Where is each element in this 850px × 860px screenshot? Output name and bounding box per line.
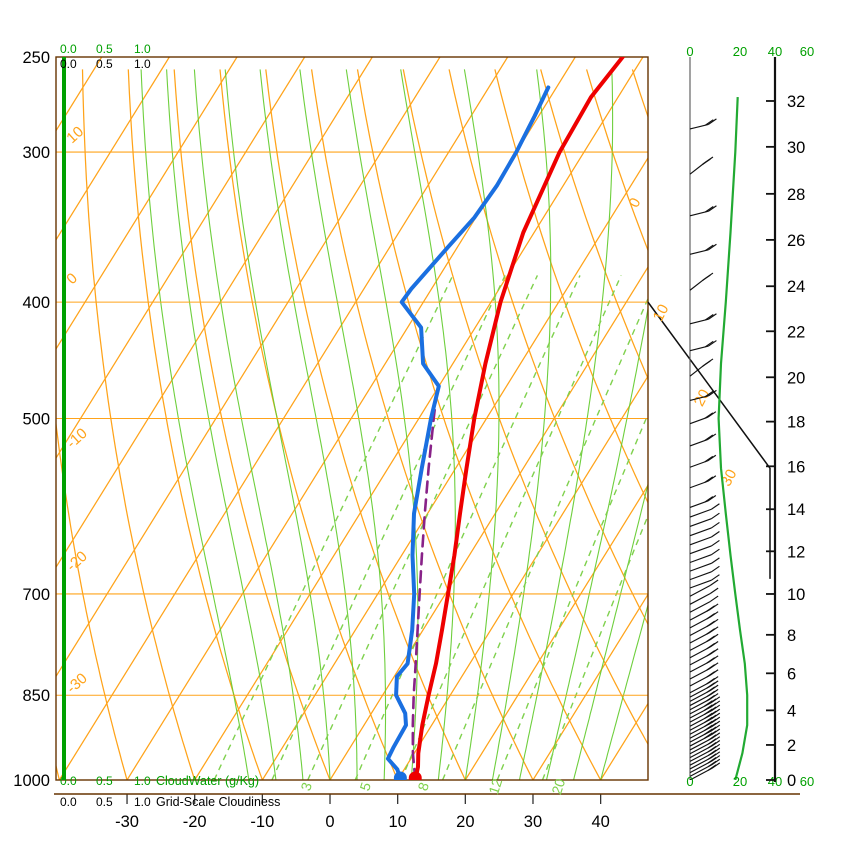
surface-dewpoint-marker (393, 771, 407, 780)
height-tick-label: 30 (787, 139, 805, 157)
height-tick-label: 14 (787, 501, 805, 519)
speed-tick-label-bottom: 0 (686, 774, 693, 789)
parcel-trace (411, 395, 438, 780)
height-tick-label: 10 (787, 586, 805, 604)
plot-frame (55, 56, 771, 781)
saturated-adiabat-lines (140, 69, 648, 780)
wind-speed-profile (717, 97, 749, 780)
pressure-tick-label: 400 (22, 294, 50, 312)
cloudiness-tick-label: 0.5 (96, 57, 113, 71)
pressure-tick-label: 700 (22, 586, 50, 604)
cloudiness-tick-label: 0.0 (60, 795, 77, 809)
pressure-tick-label: 1000 (13, 772, 50, 790)
temperature-tick-label: 0 (325, 813, 334, 831)
cloudwater-tick-label: 0.0 (60, 42, 77, 56)
cloudwater-tick-label: 1.0 (134, 42, 151, 56)
pressure-tick-label: 300 (22, 144, 50, 162)
temperature-tick-label: 10 (388, 813, 406, 831)
height-tick-label: 28 (787, 186, 805, 204)
sounding-traces (385, 57, 625, 780)
height-tick-label: 16 (787, 458, 805, 476)
temperature-tick-label: 40 (591, 813, 609, 831)
height-tick-label: 18 (787, 414, 805, 432)
speed-tick-label-top: 40 (768, 44, 782, 59)
isotherm-label: 10 (650, 302, 673, 325)
cloudwater-tick-label: 0.0 (60, 774, 77, 788)
speed-tick-label-top: 60 (800, 44, 814, 59)
height-tick-label: 12 (787, 543, 805, 561)
temperature-trace (413, 57, 625, 780)
mixing-ratio-label: 12 (485, 776, 505, 796)
cloudiness-tick-label: 1.0 (134, 795, 151, 809)
height-tick-label: 20 (787, 369, 805, 387)
height-tick-label: 4 (787, 702, 796, 720)
pressure-tick-label: 500 (22, 411, 50, 429)
height-tick-label: 26 (787, 232, 805, 250)
height-tick-label: 6 (787, 665, 796, 683)
speed-tick-label-top: 20 (733, 44, 747, 59)
cloudiness-tick-label: 0.5 (96, 795, 113, 809)
cloudiness-tick-label: 0.0 (60, 57, 77, 71)
mixing-ratio-lines (213, 275, 648, 780)
mixing-ratio-label: 20 (548, 776, 568, 796)
cloudwater-tick-label: 0.5 (96, 774, 113, 788)
height-tick-label: 22 (787, 323, 805, 341)
height-axis (766, 57, 777, 782)
height-tick-label: 8 (787, 627, 796, 645)
speed-tick-label-bottom: 20 (733, 774, 747, 789)
speed-tick-label-bottom: 60 (800, 774, 814, 789)
temperature-tick-label: 20 (456, 813, 474, 831)
pressure-tick-label: 850 (22, 687, 50, 705)
cloudwater-axis-label: CloudWater (g/Kg) (156, 774, 259, 788)
wind-barb-panel (689, 57, 749, 780)
height-tick-label: 0 (787, 772, 796, 790)
speed-tick-label-top: 0 (686, 44, 693, 59)
temperature-tick-label: 30 (524, 813, 542, 831)
surface-temperature-marker (408, 771, 422, 780)
temperature-tick-label: -10 (250, 813, 274, 831)
dewpoint-trace (385, 85, 551, 780)
cloudwater-tick-label: 0.5 (96, 42, 113, 56)
temperature-tick-label: -30 (115, 813, 139, 831)
height-tick-label: 32 (787, 93, 805, 111)
height-tick-label: 2 (787, 737, 796, 755)
temperature-tick-label: -20 (183, 813, 207, 831)
cloudiness-axis-label: Grid-Scale Cloudiness (156, 795, 280, 809)
cloudiness-tick-label: 1.0 (134, 57, 151, 71)
cloudwater-tick-label: 1.0 (134, 774, 151, 788)
pressure-tick-label: 250 (22, 49, 50, 67)
dry-adiabat-lines (56, 69, 648, 780)
height-tick-label: 24 (787, 278, 805, 296)
